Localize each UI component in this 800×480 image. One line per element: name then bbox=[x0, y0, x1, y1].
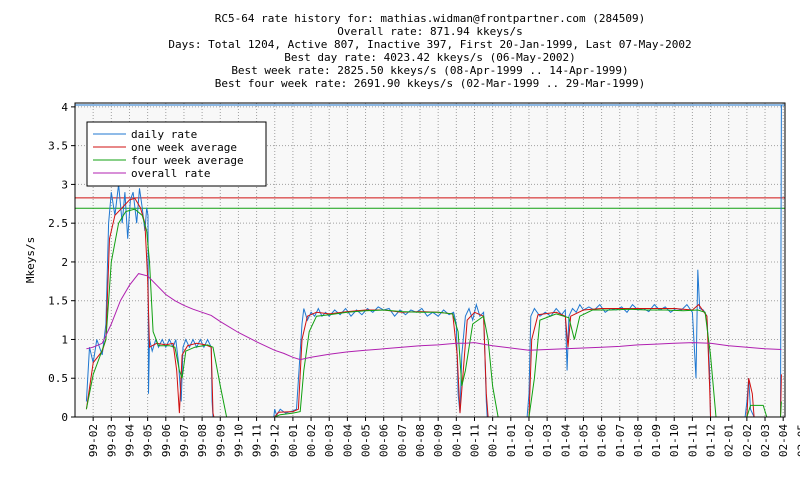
x-tick-label: 01-02 bbox=[523, 424, 536, 457]
x-tick-label: 00-06 bbox=[378, 424, 391, 457]
series-lines bbox=[85, 105, 782, 418]
legend-label: four week average bbox=[131, 154, 244, 167]
series-four-week-average bbox=[85, 208, 782, 418]
x-tick-label: 01-05 bbox=[577, 424, 590, 457]
x-tick-label: 02-03 bbox=[759, 424, 772, 457]
x-tick-label: 99-02 bbox=[87, 424, 100, 457]
header-line-best-week: Best week rate: 2825.50 kkeys/s (08-Apr-… bbox=[231, 64, 628, 77]
x-tick-label: 01-06 bbox=[596, 424, 609, 457]
x-tick-label: 99-05 bbox=[142, 424, 155, 457]
header-line-overall-rate: Overall rate: 871.94 kkeys/s bbox=[337, 25, 522, 38]
y-tick-label: 1.5 bbox=[48, 295, 68, 308]
y-tick-label: 0.5 bbox=[48, 372, 68, 385]
chart-header: RC5-64 rate history for: mathias.widman@… bbox=[168, 12, 691, 90]
header-line-best-day: Best day rate: 4023.42 kkeys/s (06-May-2… bbox=[284, 51, 575, 64]
x-tick-label: 01-08 bbox=[632, 424, 645, 457]
grid bbox=[75, 103, 785, 418]
x-tick-label: 01-01 bbox=[505, 424, 518, 457]
legend-label: daily rate bbox=[131, 128, 197, 141]
x-tick-label: 99-11 bbox=[251, 424, 264, 457]
x-tick-label: 99-10 bbox=[232, 424, 245, 457]
x-tick-label: 00-03 bbox=[323, 424, 336, 457]
reference-lines bbox=[75, 104, 785, 209]
legend-label: one week average bbox=[131, 141, 237, 154]
x-tick-label: 02-01 bbox=[723, 424, 736, 457]
header-line-best-four-week: Best four week rate: 2691.90 kkeys/s (02… bbox=[215, 77, 645, 90]
y-tick-label: 2.5 bbox=[48, 217, 68, 230]
x-tick-label: 01-04 bbox=[559, 424, 572, 457]
x-tick-label: 99-03 bbox=[105, 424, 118, 457]
x-tick-label: 99-12 bbox=[269, 424, 282, 457]
series-overall-rate bbox=[86, 273, 782, 361]
y-tick-label: 4 bbox=[61, 101, 68, 114]
x-tick-label: 02-05 bbox=[795, 424, 800, 457]
header-line-title: RC5-64 rate history for: mathias.widman@… bbox=[215, 12, 645, 25]
y-tick-label: 3 bbox=[61, 178, 68, 191]
y-tick-label: 2 bbox=[61, 256, 68, 269]
y-axis: 0 0.5 1 1.5 2 2.5 3 3.5 4 bbox=[48, 101, 75, 424]
x-tick-label: 00-08 bbox=[414, 424, 427, 457]
x-tick-label: 02-02 bbox=[741, 424, 754, 457]
x-tick-label: 99-09 bbox=[214, 424, 227, 457]
x-tick-label: 00-04 bbox=[341, 424, 354, 457]
x-tick-label: 00-01 bbox=[287, 424, 300, 457]
x-tick-label: 00-10 bbox=[450, 424, 463, 457]
y-tick-label: 1 bbox=[61, 333, 68, 346]
x-tick-label: 00-09 bbox=[432, 424, 445, 457]
x-tick-label: 01-09 bbox=[650, 424, 663, 457]
x-tick-label: 99-07 bbox=[178, 424, 191, 457]
legend-label: overall rate bbox=[131, 167, 210, 180]
x-tick-label: 00-11 bbox=[468, 424, 481, 457]
x-tick-label: 00-02 bbox=[305, 424, 318, 457]
y-tick-label: 0 bbox=[61, 411, 68, 424]
x-tick-label: 00-12 bbox=[487, 424, 500, 457]
header-line-days: Days: Total 1204, Active 807, Inactive 3… bbox=[168, 38, 691, 51]
x-tick-label: 99-04 bbox=[123, 424, 136, 457]
x-tick-label: 99-08 bbox=[196, 424, 209, 457]
x-axis: 99-02 99-03 99-04 99-05 99-06 99-07 99-08 99-09… bbox=[87, 417, 800, 457]
x-tick-label: 00-07 bbox=[396, 424, 409, 457]
x-tick-label: 01-03 bbox=[541, 424, 554, 457]
y-axis-label: Mkeys/s bbox=[24, 237, 37, 283]
x-tick-label: 01-11 bbox=[686, 424, 699, 457]
x-tick-label: 02-04 bbox=[777, 424, 790, 457]
x-tick-label: 00-05 bbox=[360, 424, 373, 457]
x-tick-label: 99-06 bbox=[160, 424, 173, 457]
x-tick-label: 01-07 bbox=[614, 424, 627, 457]
x-tick-label: 01-10 bbox=[668, 424, 681, 457]
y-tick-label: 3.5 bbox=[48, 140, 68, 153]
legend-box bbox=[86, 121, 267, 187]
x-tick-label: 01-12 bbox=[705, 424, 718, 457]
plot-frame bbox=[74, 102, 786, 418]
